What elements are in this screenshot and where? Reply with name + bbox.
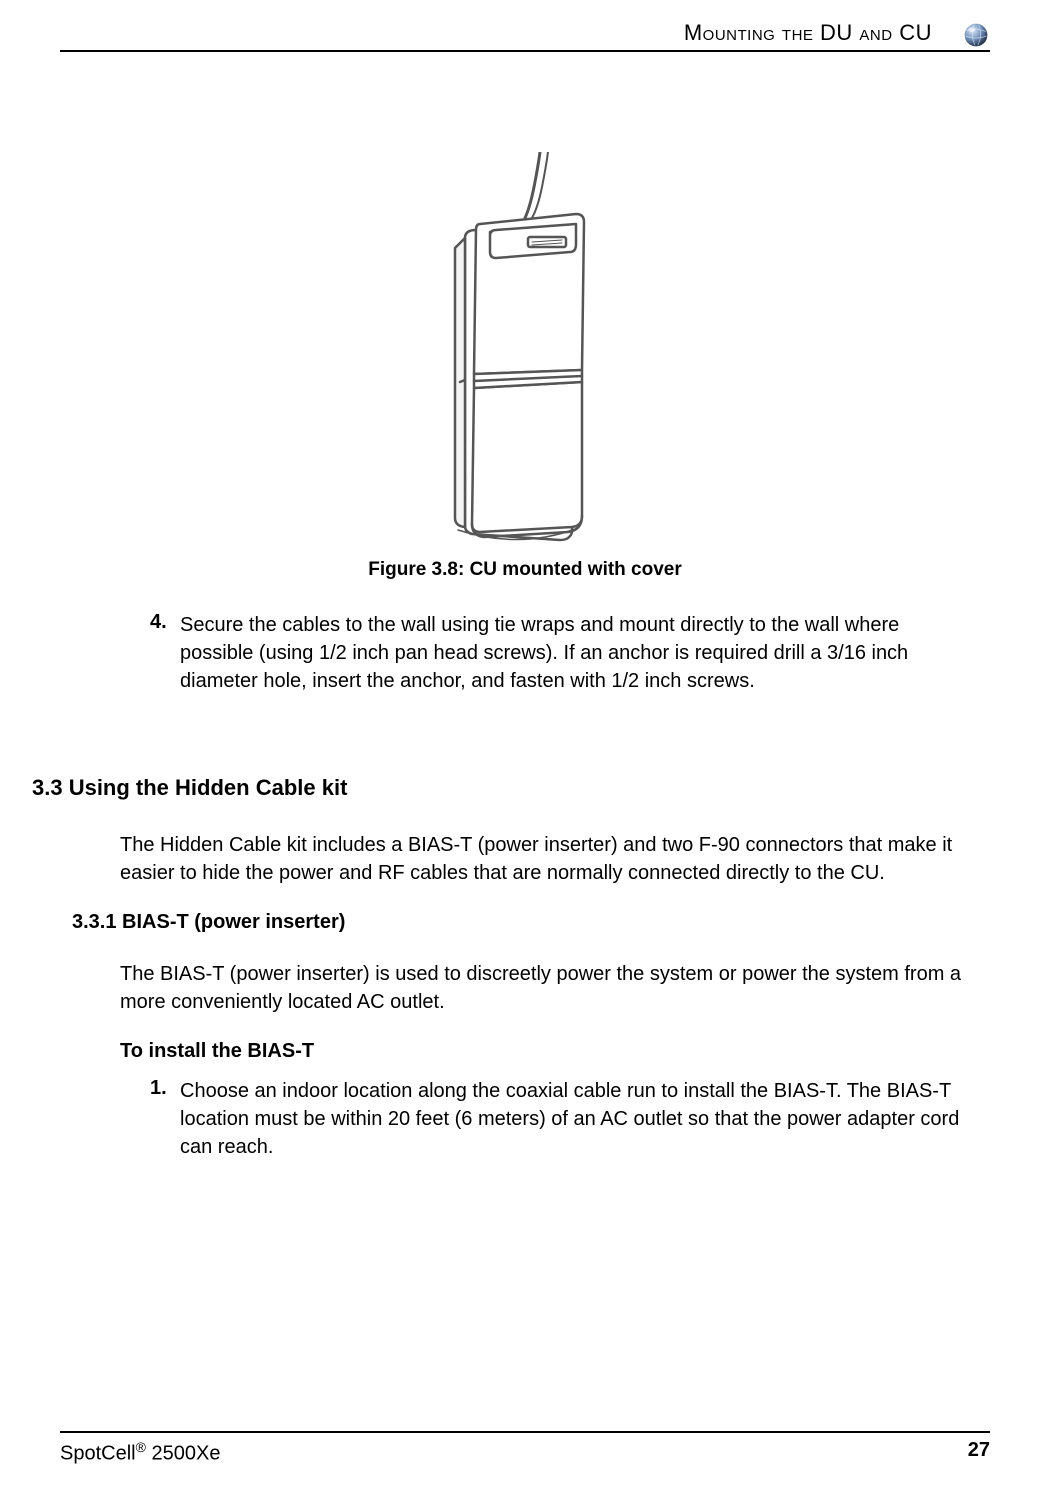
step-number: 1. bbox=[150, 1077, 180, 1161]
subsection-para: The BIAS-T (power inserter) is used to d… bbox=[120, 960, 970, 1016]
subsection-heading-3-3-1: 3.3.1 BIAS-T (power inserter) bbox=[72, 911, 990, 934]
step-4: 4. Secure the cables to the wall using t… bbox=[150, 611, 970, 695]
page-footer: SpotCell® 2500Xe 27 bbox=[60, 1431, 990, 1466]
globe-icon bbox=[962, 21, 990, 49]
header-title: Mounting the DU and CU bbox=[684, 20, 932, 46]
registered-mark: ® bbox=[136, 1439, 146, 1455]
device-illustration bbox=[410, 152, 640, 542]
footer-product-prefix: SpotCell bbox=[60, 1443, 136, 1465]
step-number: 4. bbox=[150, 611, 180, 695]
section-heading-3-3: 3.3 Using the Hidden Cable kit bbox=[32, 775, 990, 801]
footer-page-number: 27 bbox=[968, 1439, 990, 1466]
step-list-biast: 1. Choose an indoor location along the c… bbox=[150, 1077, 970, 1161]
figure-caption: Figure 3.8: CU mounted with cover bbox=[60, 559, 990, 581]
step-text: Secure the cables to the wall using tie … bbox=[180, 611, 970, 695]
page-header: Mounting the DU and CU bbox=[60, 20, 990, 52]
figure-cu-mounted bbox=[60, 152, 990, 547]
footer-product: SpotCell® 2500Xe bbox=[60, 1439, 220, 1466]
step-1: 1. Choose an indoor location along the c… bbox=[150, 1077, 970, 1161]
step-list-mounting: 4. Secure the cables to the wall using t… bbox=[150, 611, 970, 695]
section-intro: The Hidden Cable kit includes a BIAS-T (… bbox=[120, 831, 970, 887]
step-text: Choose an indoor location along the coax… bbox=[180, 1077, 970, 1161]
install-heading: To install the BIAS-T bbox=[120, 1040, 990, 1063]
footer-product-suffix: 2500Xe bbox=[146, 1443, 221, 1465]
